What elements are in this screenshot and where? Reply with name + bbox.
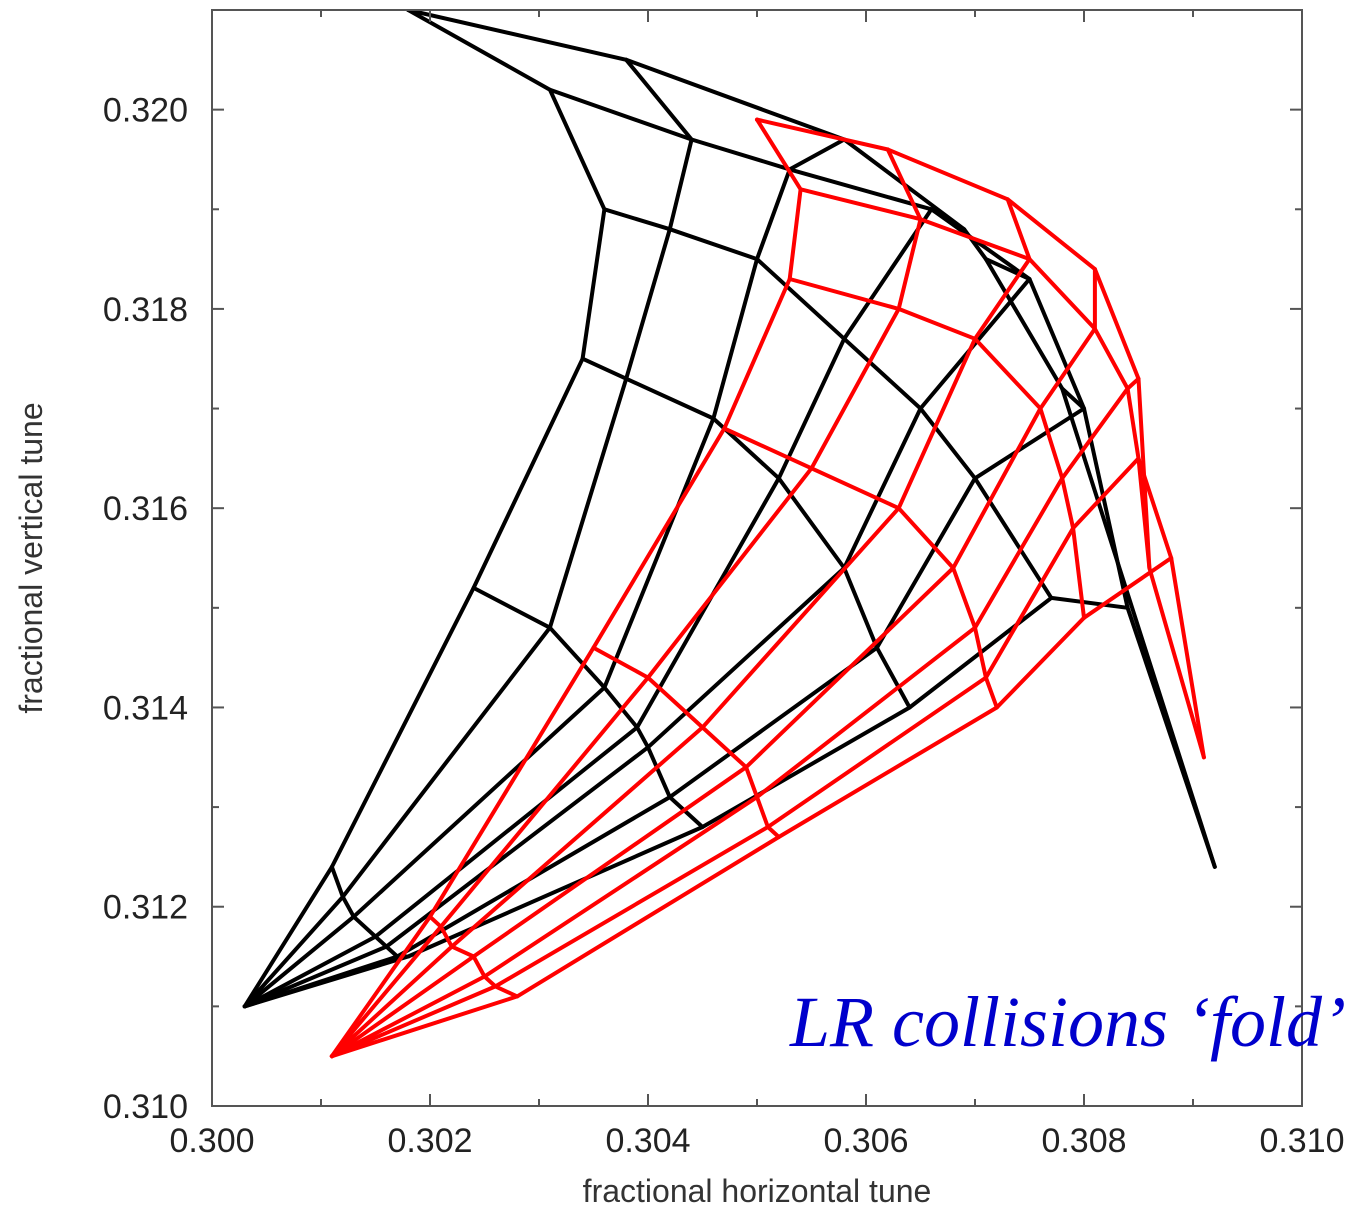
series-1-ray-5 [242, 257, 1032, 1009]
y-tick-label: 0.310 [103, 1088, 188, 1126]
y-tick-label: 0.314 [103, 689, 188, 727]
series-1-ring-6 [406, 10, 1217, 869]
x-axis-label: fractional horizontal tune [583, 1173, 932, 1209]
series-2 [329, 117, 1206, 1059]
series-1-ring-2 [471, 585, 705, 829]
y-tick-label: 0.316 [103, 490, 188, 528]
series-1-ring-5 [547, 87, 1130, 610]
series-2-ring-6 [755, 117, 1206, 760]
y-axis-label: fractional vertical tune [13, 402, 49, 713]
x-tick-label: 0.304 [605, 1122, 690, 1160]
series-2-ring-2 [591, 645, 781, 839]
series-1-ring-1 [329, 864, 411, 959]
series-2-ray-5 [329, 376, 1141, 1059]
series-2-ring-1 [428, 914, 520, 999]
x-tick-label: 0.300 [169, 1122, 254, 1160]
x-tick-label: 0.302 [387, 1122, 472, 1160]
series-2-ring-5 [798, 187, 1174, 560]
y-tick-label: 0.318 [103, 291, 188, 329]
y-tick-label: 0.320 [103, 92, 188, 130]
series-1-ray-1 [242, 10, 607, 1009]
lr-collisions-annotation: LR collisions ‘fold’ [789, 982, 1346, 1062]
axis-tick-labels: 0.300 0.302 0.304 0.306 0.308 0.310 0.310 0.312… [103, 92, 1345, 1160]
x-tick-label: 0.308 [1041, 1122, 1126, 1160]
series-group [242, 10, 1217, 1059]
axis-ticks [211, 9, 1303, 1107]
series-2-ring-3 [722, 426, 999, 710]
plot-frame [211, 9, 1303, 1107]
series-2-ring-4 [787, 277, 1086, 620]
x-tick-label: 0.306 [823, 1122, 908, 1160]
series-2-ray-3 [329, 197, 1032, 1059]
y-tick-label: 0.312 [103, 889, 188, 927]
series-1-ring-4 [602, 207, 1054, 600]
series-1-ring-3 [580, 356, 912, 710]
x-tick-label: 0.310 [1259, 1122, 1344, 1160]
